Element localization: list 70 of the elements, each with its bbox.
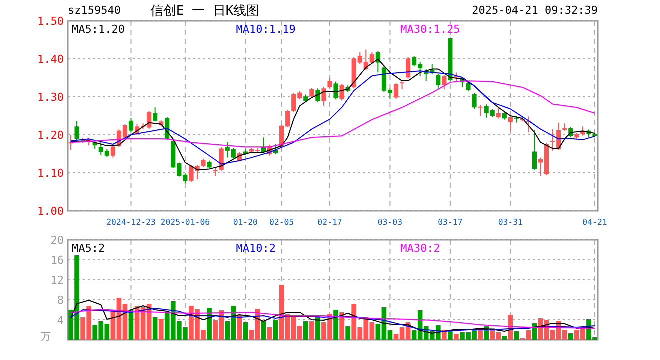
y-tick-label: 1.00 bbox=[38, 205, 64, 218]
bar bbox=[152, 318, 158, 340]
candlestick bbox=[334, 81, 338, 100]
text: MA5:2 bbox=[72, 242, 106, 255]
candlestick bbox=[472, 92, 477, 110]
y-tick-label: 1.20 bbox=[38, 129, 64, 142]
bar bbox=[273, 320, 278, 340]
x-tick-label: 02-05 bbox=[269, 217, 294, 227]
text: MA5:1.20 bbox=[72, 23, 125, 36]
bar bbox=[502, 336, 508, 340]
y-tick-label: 12 bbox=[50, 274, 64, 287]
candlestick bbox=[508, 116, 513, 132]
y-tick-label: 8 bbox=[57, 294, 64, 307]
candlestick bbox=[153, 107, 158, 122]
text: MA10:1.19 bbox=[236, 23, 296, 36]
annotation: sz159540 bbox=[68, 4, 121, 17]
y-tick-label: 1.40 bbox=[38, 53, 64, 66]
candlestick bbox=[128, 118, 134, 133]
candlestick bbox=[406, 56, 411, 80]
bar bbox=[514, 332, 520, 340]
x-tick-label: 03-17 bbox=[438, 217, 463, 227]
y-tick-label: 4 bbox=[57, 314, 64, 327]
line-series bbox=[70, 300, 596, 334]
candlestick bbox=[478, 104, 483, 116]
line-series bbox=[70, 70, 596, 165]
bar bbox=[303, 322, 308, 340]
y-tick-label: 1.50 bbox=[38, 15, 64, 28]
bar bbox=[568, 334, 574, 340]
bar bbox=[334, 310, 338, 340]
candlestick bbox=[436, 74, 441, 90]
bar bbox=[340, 312, 344, 340]
y-axis-title: 万 bbox=[41, 332, 51, 343]
candlestick bbox=[340, 84, 344, 102]
candlestick bbox=[310, 88, 314, 98]
bar bbox=[243, 322, 248, 340]
y-tick-label: 16 bbox=[50, 254, 64, 267]
annotation: 2025-04-21 09:32:39 bbox=[472, 4, 598, 17]
x-tick-label: 04-21 bbox=[582, 217, 608, 227]
x-tick-label: 2024-12-23 bbox=[106, 217, 156, 227]
x-tick-label: 03-31 bbox=[498, 217, 524, 227]
bar bbox=[316, 317, 320, 340]
bar bbox=[267, 328, 272, 340]
candlestick bbox=[74, 120, 80, 142]
bar bbox=[261, 322, 266, 340]
bar bbox=[158, 319, 164, 340]
x-tick-label: 2025-01-06 bbox=[160, 217, 210, 227]
text: MA30:1.25 bbox=[400, 23, 460, 36]
candlestick bbox=[442, 74, 447, 90]
x-tick-label: 01-20 bbox=[233, 217, 258, 227]
bar bbox=[478, 329, 483, 340]
y-tick-label: 1.10 bbox=[38, 167, 64, 180]
chart-title: 信创E 一 日K线图 bbox=[150, 4, 260, 19]
bar bbox=[454, 334, 459, 340]
x-tick-label: 03-03 bbox=[378, 217, 403, 227]
bar bbox=[310, 322, 314, 340]
bar bbox=[346, 326, 350, 340]
text: MA30:2 bbox=[400, 242, 440, 255]
text: MA10:2 bbox=[236, 242, 276, 255]
bar bbox=[237, 315, 242, 340]
candlestick bbox=[496, 107, 501, 120]
candlestick bbox=[110, 145, 116, 158]
bar bbox=[448, 332, 453, 340]
candlestick bbox=[532, 130, 538, 170]
y-tick-label: 1.30 bbox=[38, 91, 64, 104]
candlestick bbox=[466, 81, 471, 92]
y-tick-label: 20 bbox=[50, 234, 64, 247]
candlestick bbox=[394, 82, 399, 100]
x-tick-label: 02-17 bbox=[318, 217, 342, 227]
candlestick bbox=[328, 78, 332, 90]
candlestick bbox=[322, 86, 326, 107]
